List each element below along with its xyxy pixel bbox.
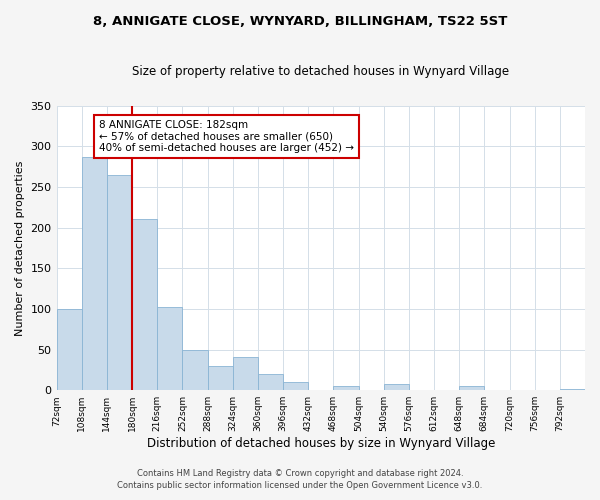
Y-axis label: Number of detached properties: Number of detached properties: [15, 160, 25, 336]
Text: 8 ANNIGATE CLOSE: 182sqm
← 57% of detached houses are smaller (650)
40% of semi-: 8 ANNIGATE CLOSE: 182sqm ← 57% of detach…: [99, 120, 354, 153]
Bar: [56, 309, 82, 390]
Bar: [383, 384, 409, 390]
X-axis label: Distribution of detached houses by size in Wynyard Village: Distribution of detached houses by size …: [146, 437, 495, 450]
Bar: [182, 350, 208, 390]
Bar: [459, 386, 484, 390]
Bar: [107, 174, 132, 390]
Bar: [334, 386, 359, 390]
Bar: [258, 374, 283, 390]
Bar: [132, 220, 157, 390]
Bar: [157, 308, 182, 390]
Text: Contains HM Land Registry data © Crown copyright and database right 2024.
Contai: Contains HM Land Registry data © Crown c…: [118, 468, 482, 490]
Bar: [82, 157, 107, 390]
Text: 8, ANNIGATE CLOSE, WYNYARD, BILLINGHAM, TS22 5ST: 8, ANNIGATE CLOSE, WYNYARD, BILLINGHAM, …: [93, 15, 507, 28]
Bar: [233, 357, 258, 390]
Bar: [283, 382, 308, 390]
Bar: [208, 366, 233, 390]
Title: Size of property relative to detached houses in Wynyard Village: Size of property relative to detached ho…: [132, 65, 509, 78]
Bar: [560, 388, 585, 390]
